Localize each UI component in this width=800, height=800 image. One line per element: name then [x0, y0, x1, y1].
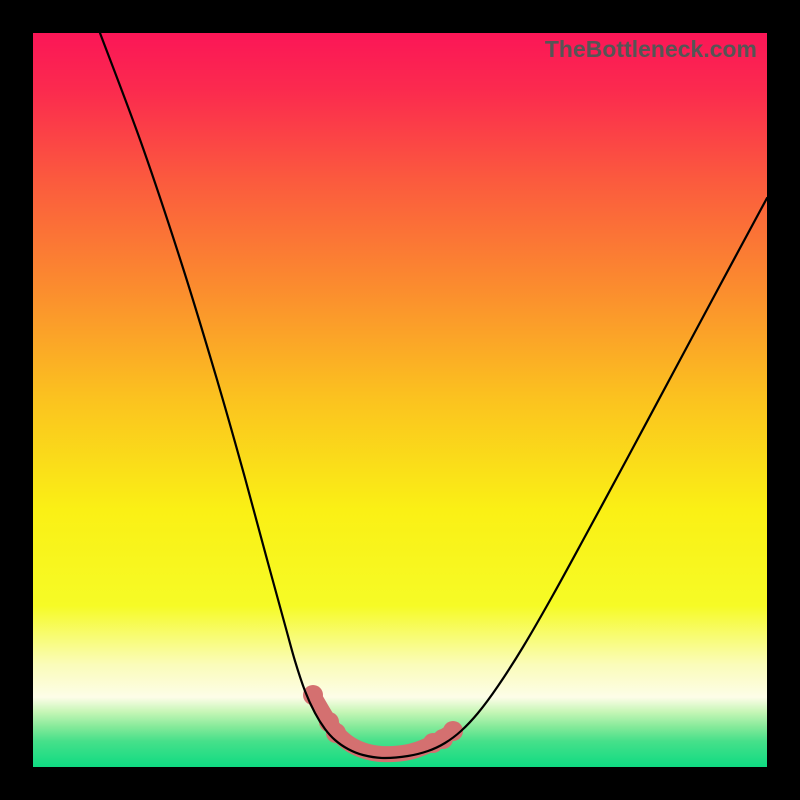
watermark-text: TheBottleneck.com	[545, 36, 757, 63]
plot-area	[33, 33, 767, 767]
plot-svg	[33, 33, 767, 767]
bottleneck-curve	[100, 33, 767, 758]
chart-frame: TheBottleneck.com	[0, 0, 800, 800]
